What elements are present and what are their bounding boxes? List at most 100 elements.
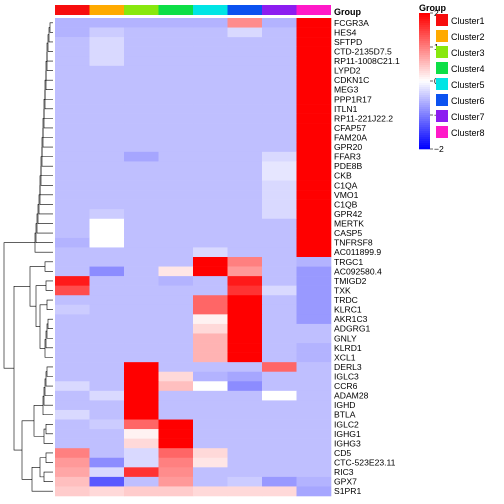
row-label: TRGC1 — [334, 257, 363, 267]
heatmap-cell — [89, 37, 125, 47]
color-legend-step — [419, 135, 430, 138]
color-legend-step — [419, 105, 430, 108]
heatmap-cell — [296, 476, 332, 487]
color-legend-step — [419, 147, 430, 150]
color-legend-step — [419, 15, 430, 18]
heatmap-cell — [227, 27, 263, 38]
color-legend-step — [419, 31, 430, 34]
heatmap-cell — [55, 56, 90, 67]
heatmap-cell — [193, 75, 228, 86]
heatmap-cell — [55, 209, 90, 220]
heatmap-cell — [158, 228, 194, 239]
heatmap-cell — [262, 190, 297, 200]
annotation-title: Group — [334, 7, 361, 17]
heatmap-cell — [193, 247, 228, 258]
heatmap-cell — [262, 56, 297, 67]
heatmap-cell — [158, 371, 194, 382]
heatmap-cell — [89, 419, 125, 430]
dendrogram-branch — [31, 467, 53, 492]
heatmap-cell — [55, 371, 90, 382]
color-legend-step — [419, 123, 430, 126]
color-legend-step — [419, 141, 430, 144]
heatmap-cell — [158, 448, 194, 459]
heatmap-cell — [262, 228, 297, 239]
heatmap-cell — [296, 132, 332, 143]
heatmap-cell — [124, 457, 159, 468]
heatmap-cell — [158, 457, 194, 468]
heatmap-cell — [227, 362, 263, 373]
heatmap-cell — [89, 409, 125, 420]
dendrogram-branch — [43, 428, 53, 444]
row-label: FAM20A — [334, 133, 367, 143]
heatmap-cell — [193, 190, 228, 200]
heatmap-cell — [262, 467, 297, 478]
heatmap-cell — [193, 343, 228, 353]
color-legend-step — [419, 89, 430, 92]
heatmap-cell — [227, 123, 263, 134]
heatmap-cell — [158, 467, 194, 478]
heatmap-cell — [158, 247, 194, 258]
heatmap-cell — [89, 151, 125, 162]
heatmap-cell — [227, 476, 263, 487]
heatmap-cell — [262, 27, 297, 38]
group-legend-label: Cluster5 — [451, 80, 485, 90]
heatmap-cell — [227, 371, 263, 382]
heatmap-cell — [227, 257, 263, 267]
heatmap-cell — [296, 314, 332, 325]
heatmap-cell — [193, 151, 228, 162]
color-legend-step — [419, 43, 430, 46]
heatmap-cell — [89, 18, 125, 28]
color-legend-step — [419, 73, 430, 76]
heatmap-cell — [89, 381, 125, 392]
heatmap-cell — [89, 390, 125, 401]
dendrogram-branch — [35, 285, 46, 327]
heatmap-cell — [124, 438, 159, 449]
heatmap-cell — [55, 180, 90, 191]
row-label: RIC3 — [334, 467, 354, 477]
color-legend-step — [419, 113, 430, 116]
heatmap-cell — [262, 323, 297, 334]
heatmap-cell — [158, 218, 194, 229]
heatmap-cell — [158, 113, 194, 124]
annotation-cell-3 — [124, 5, 159, 15]
annotation-cell-6 — [227, 5, 262, 15]
heatmap-cell — [296, 486, 332, 497]
heatmap-cell — [124, 266, 159, 277]
row-label: ADGRG1 — [334, 324, 371, 334]
color-legend-step — [419, 83, 430, 86]
heatmap-cell — [55, 37, 90, 47]
heatmap-cell — [193, 170, 228, 181]
heatmap-cell — [296, 228, 332, 239]
heatmap-cell — [158, 257, 194, 267]
row-label: AC011899.9 — [334, 247, 381, 257]
heatmap-cell — [296, 266, 332, 277]
row-label: MERTK — [334, 219, 364, 229]
heatmap-cell — [124, 228, 159, 239]
dendrogram-branch — [46, 52, 53, 71]
heatmap-cell — [262, 65, 297, 76]
row-label: RP11-221J22.2 — [334, 113, 393, 123]
heatmap-cell — [158, 486, 194, 497]
heatmap-cell — [55, 142, 90, 153]
heatmap-cell — [55, 170, 90, 181]
color-legend-step — [419, 129, 430, 132]
heatmap-cell — [227, 285, 263, 296]
color-legend-step — [419, 61, 430, 64]
heatmap-cell — [296, 400, 332, 411]
heatmap-cell — [262, 476, 297, 487]
dendrogram-branch — [43, 471, 53, 482]
heatmap-cell — [124, 276, 159, 286]
group-legend-title: Group — [419, 3, 446, 13]
heatmap-cell — [124, 209, 159, 220]
heatmap-cell — [89, 323, 125, 334]
heatmap-cell — [262, 170, 297, 181]
heatmap-cell — [124, 429, 159, 439]
heatmap-cell — [193, 476, 228, 487]
heatmap-cell — [124, 343, 159, 353]
heatmap-cell — [124, 75, 159, 86]
dendrogram-branch — [46, 299, 53, 310]
heatmap-cell — [296, 457, 332, 468]
heatmap-cell — [296, 371, 332, 382]
heatmap-cell — [158, 304, 194, 315]
heatmap-cell — [158, 237, 194, 248]
